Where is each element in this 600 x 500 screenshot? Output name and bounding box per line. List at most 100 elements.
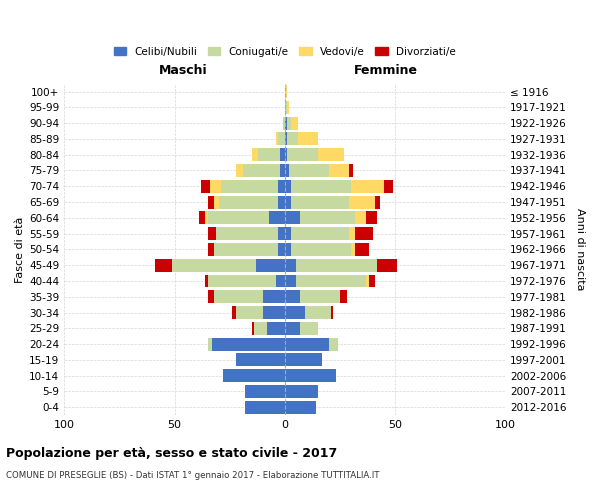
- Bar: [300, 290, 340, 303]
- Bar: [278, 243, 285, 256]
- Bar: [285, 369, 335, 382]
- Bar: [259, 148, 280, 161]
- Bar: [367, 212, 377, 224]
- Y-axis label: Anni di nascita: Anni di nascita: [575, 208, 585, 290]
- Bar: [384, 180, 393, 193]
- Bar: [368, 274, 375, 287]
- Bar: [208, 196, 214, 208]
- Bar: [292, 227, 349, 240]
- Bar: [276, 132, 278, 145]
- Bar: [289, 164, 329, 177]
- Bar: [285, 148, 287, 161]
- Bar: [263, 290, 285, 303]
- Bar: [329, 164, 349, 177]
- Bar: [300, 322, 318, 335]
- Bar: [292, 180, 351, 193]
- Bar: [287, 132, 298, 145]
- Bar: [236, 354, 285, 366]
- Bar: [349, 164, 353, 177]
- Bar: [232, 306, 236, 319]
- Bar: [256, 258, 285, 272]
- Bar: [280, 164, 285, 177]
- Bar: [155, 258, 172, 272]
- Text: Femmine: Femmine: [354, 64, 418, 77]
- Bar: [208, 274, 276, 287]
- Bar: [285, 385, 318, 398]
- Bar: [292, 243, 351, 256]
- Bar: [252, 322, 254, 335]
- Bar: [296, 274, 367, 287]
- Bar: [349, 196, 375, 208]
- Bar: [205, 212, 208, 224]
- Bar: [236, 306, 263, 319]
- Bar: [329, 338, 338, 350]
- Bar: [318, 148, 344, 161]
- Bar: [285, 212, 300, 224]
- Bar: [283, 116, 285, 130]
- Bar: [210, 180, 221, 193]
- Bar: [254, 322, 267, 335]
- Bar: [351, 243, 355, 256]
- Bar: [285, 258, 296, 272]
- Y-axis label: Fasce di età: Fasce di età: [15, 216, 25, 282]
- Bar: [208, 243, 214, 256]
- Bar: [285, 338, 329, 350]
- Bar: [243, 164, 280, 177]
- Bar: [217, 227, 278, 240]
- Bar: [375, 196, 380, 208]
- Bar: [214, 243, 278, 256]
- Bar: [278, 196, 285, 208]
- Bar: [285, 401, 316, 413]
- Bar: [349, 227, 355, 240]
- Bar: [267, 322, 285, 335]
- Bar: [218, 196, 278, 208]
- Bar: [278, 227, 285, 240]
- Bar: [276, 274, 285, 287]
- Bar: [287, 148, 318, 161]
- Bar: [208, 227, 217, 240]
- Bar: [245, 385, 285, 398]
- Bar: [355, 227, 373, 240]
- Bar: [208, 290, 214, 303]
- Bar: [214, 290, 263, 303]
- Legend: Celibi/Nubili, Coniugati/e, Vedovi/e, Divorziati/e: Celibi/Nubili, Coniugati/e, Vedovi/e, Di…: [110, 42, 460, 61]
- Bar: [300, 212, 355, 224]
- Bar: [292, 116, 298, 130]
- Bar: [285, 85, 287, 98]
- Bar: [305, 306, 331, 319]
- Bar: [285, 322, 300, 335]
- Bar: [172, 258, 256, 272]
- Bar: [285, 132, 287, 145]
- Bar: [285, 243, 292, 256]
- Bar: [285, 116, 287, 130]
- Bar: [351, 180, 384, 193]
- Bar: [287, 116, 292, 130]
- Bar: [205, 274, 208, 287]
- Bar: [340, 290, 347, 303]
- Bar: [223, 369, 285, 382]
- Bar: [201, 180, 210, 193]
- Bar: [285, 180, 292, 193]
- Bar: [212, 338, 285, 350]
- Bar: [280, 148, 285, 161]
- Bar: [287, 101, 289, 114]
- Text: Maschi: Maschi: [159, 64, 208, 77]
- Bar: [208, 212, 269, 224]
- Bar: [285, 227, 292, 240]
- Bar: [208, 338, 212, 350]
- Bar: [269, 212, 285, 224]
- Bar: [367, 274, 368, 287]
- Bar: [285, 274, 296, 287]
- Bar: [263, 306, 285, 319]
- Bar: [292, 196, 349, 208]
- Text: COMUNE DI PRESEGLIE (BS) - Dati ISTAT 1° gennaio 2017 - Elaborazione TUTTITALIA.: COMUNE DI PRESEGLIE (BS) - Dati ISTAT 1°…: [6, 470, 380, 480]
- Bar: [296, 258, 377, 272]
- Bar: [285, 306, 305, 319]
- Bar: [245, 401, 285, 413]
- Bar: [252, 148, 259, 161]
- Text: Popolazione per età, sesso e stato civile - 2017: Popolazione per età, sesso e stato civil…: [6, 448, 337, 460]
- Bar: [278, 180, 285, 193]
- Bar: [285, 196, 292, 208]
- Bar: [278, 132, 285, 145]
- Bar: [285, 290, 300, 303]
